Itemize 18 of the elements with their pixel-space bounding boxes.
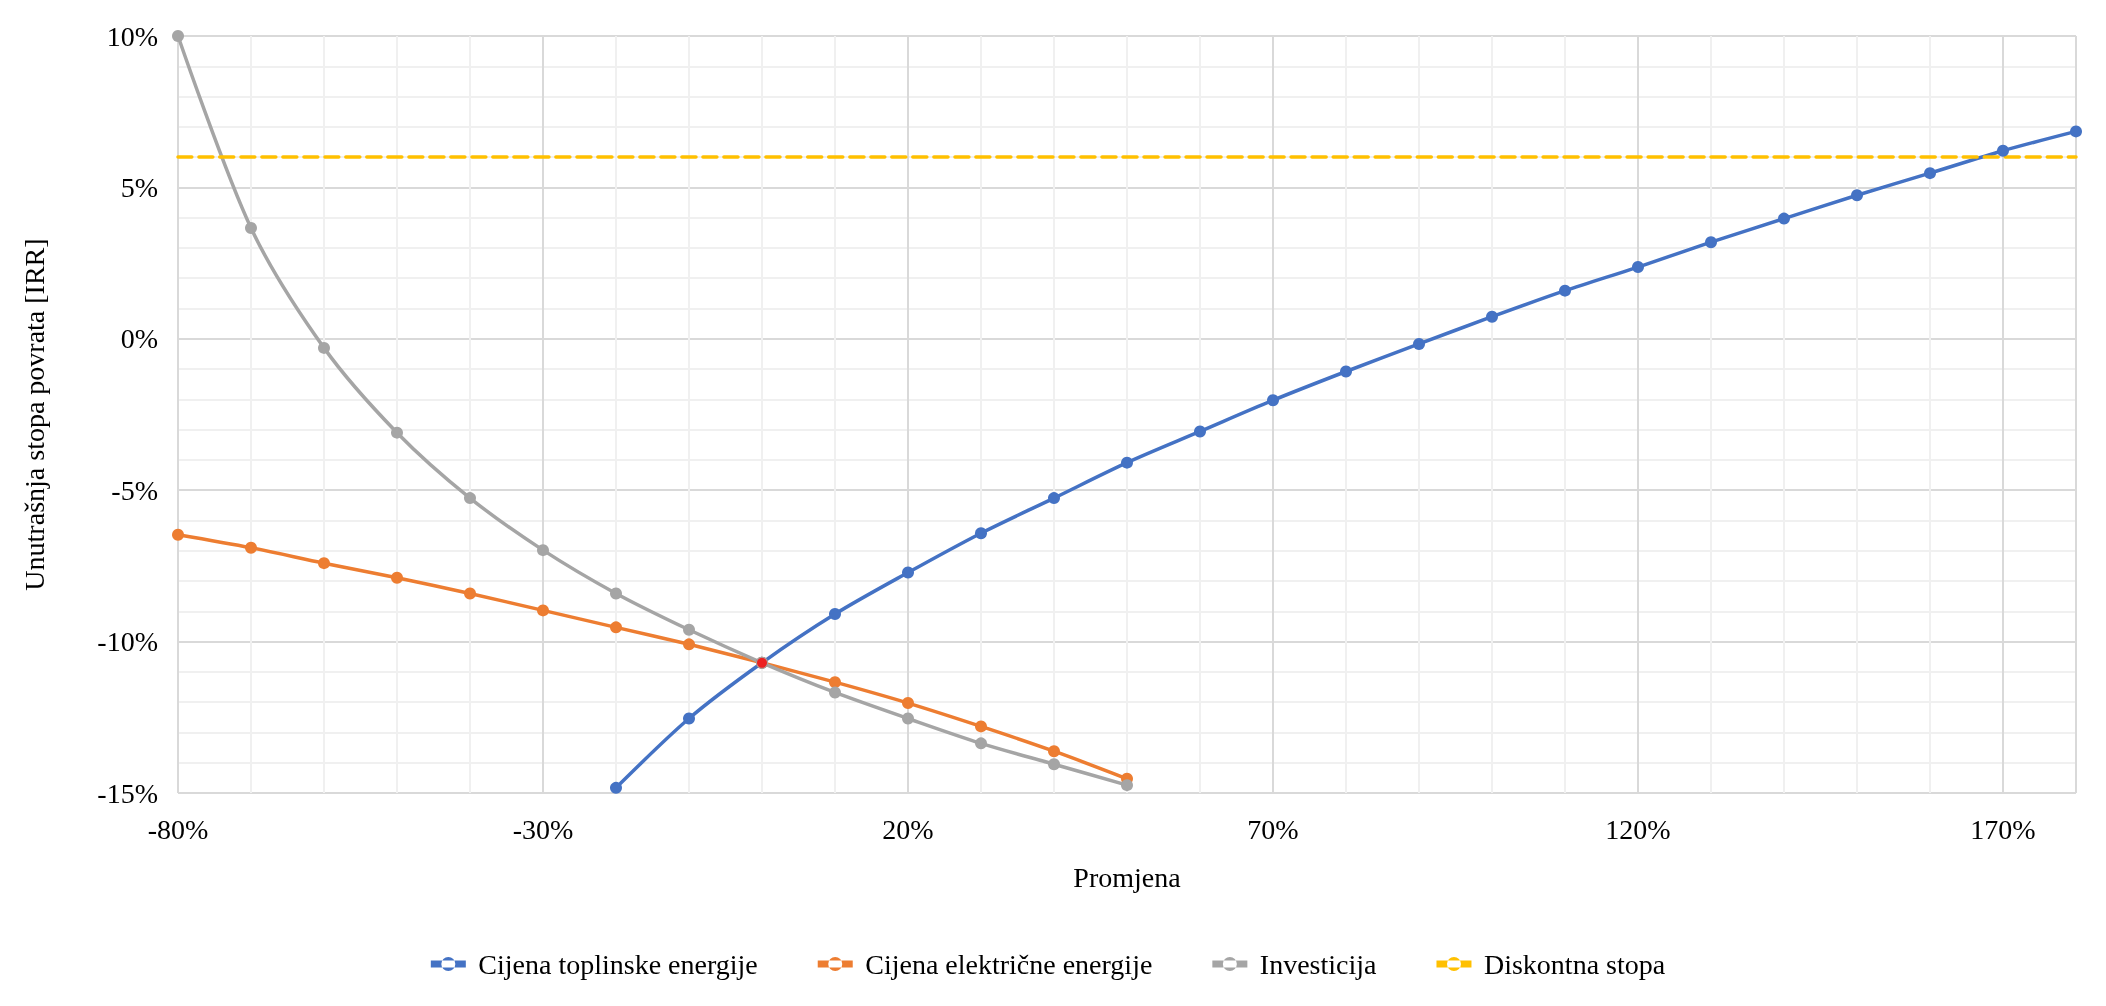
legend-label: Diskontna stopa [1483,948,1666,980]
x-tick-label: -80% [147,813,209,845]
y-tick-label: 5% [120,171,158,203]
y-tick-label: -5% [111,474,158,506]
x-tick-label: 20% [882,813,934,845]
x-tick-label: 70% [1247,813,1299,845]
x-tick-label: -30% [512,813,574,845]
y-axis-title: Unutrašnja stopa povrata [IRR] [18,238,50,591]
legend-label: Cijena električne energije [865,948,1153,980]
x-axis-title: Promjena [1073,861,1182,893]
y-tick-label: -10% [97,626,158,658]
y-tick-label: -15% [97,777,158,809]
x-tick-label: 170% [1970,813,2036,845]
legend-label: Investicija [1259,948,1378,980]
legend-label: Cijena toplinske energije [478,948,758,980]
x-tick-label: 120% [1605,813,1671,845]
y-tick-label: 0% [120,323,158,355]
y-tick-label: 10% [106,20,158,52]
